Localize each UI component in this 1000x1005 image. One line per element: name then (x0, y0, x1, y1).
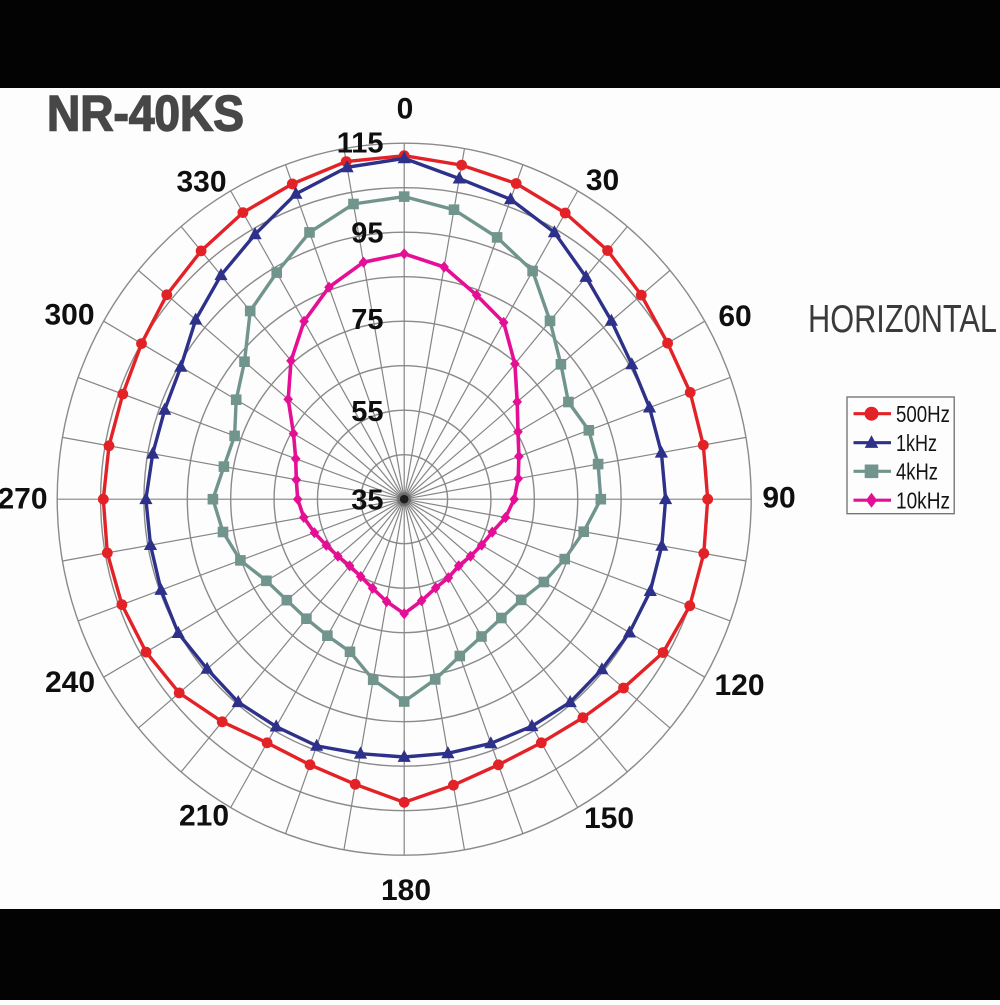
svg-text:90: 90 (762, 481, 795, 514)
svg-text:4kHz: 4kHz (896, 459, 938, 485)
svg-text:30: 30 (586, 164, 619, 197)
svg-text:120: 120 (714, 669, 764, 702)
svg-text:300: 300 (44, 298, 94, 331)
svg-text:150: 150 (584, 802, 634, 835)
svg-text:240: 240 (45, 666, 95, 699)
svg-text:500Hz: 500Hz (896, 401, 950, 427)
svg-text:10kHz: 10kHz (896, 488, 950, 514)
svg-text:1kHz: 1kHz (896, 430, 937, 456)
svg-text:115: 115 (337, 128, 384, 160)
svg-text:HORIZ0NTAL: HORIZ0NTAL (808, 298, 997, 341)
svg-text:210: 210 (179, 799, 229, 832)
svg-text:180: 180 (381, 874, 431, 907)
svg-text:60: 60 (718, 300, 751, 333)
svg-text:55: 55 (351, 396, 383, 428)
svg-text:330: 330 (176, 165, 226, 198)
svg-text:270: 270 (0, 482, 48, 515)
svg-text:0: 0 (397, 92, 414, 125)
svg-text:95: 95 (351, 217, 383, 249)
svg-text:75: 75 (351, 304, 383, 336)
svg-text:35: 35 (351, 484, 383, 516)
svg-text:NR-40KS: NR-40KS (47, 85, 244, 141)
